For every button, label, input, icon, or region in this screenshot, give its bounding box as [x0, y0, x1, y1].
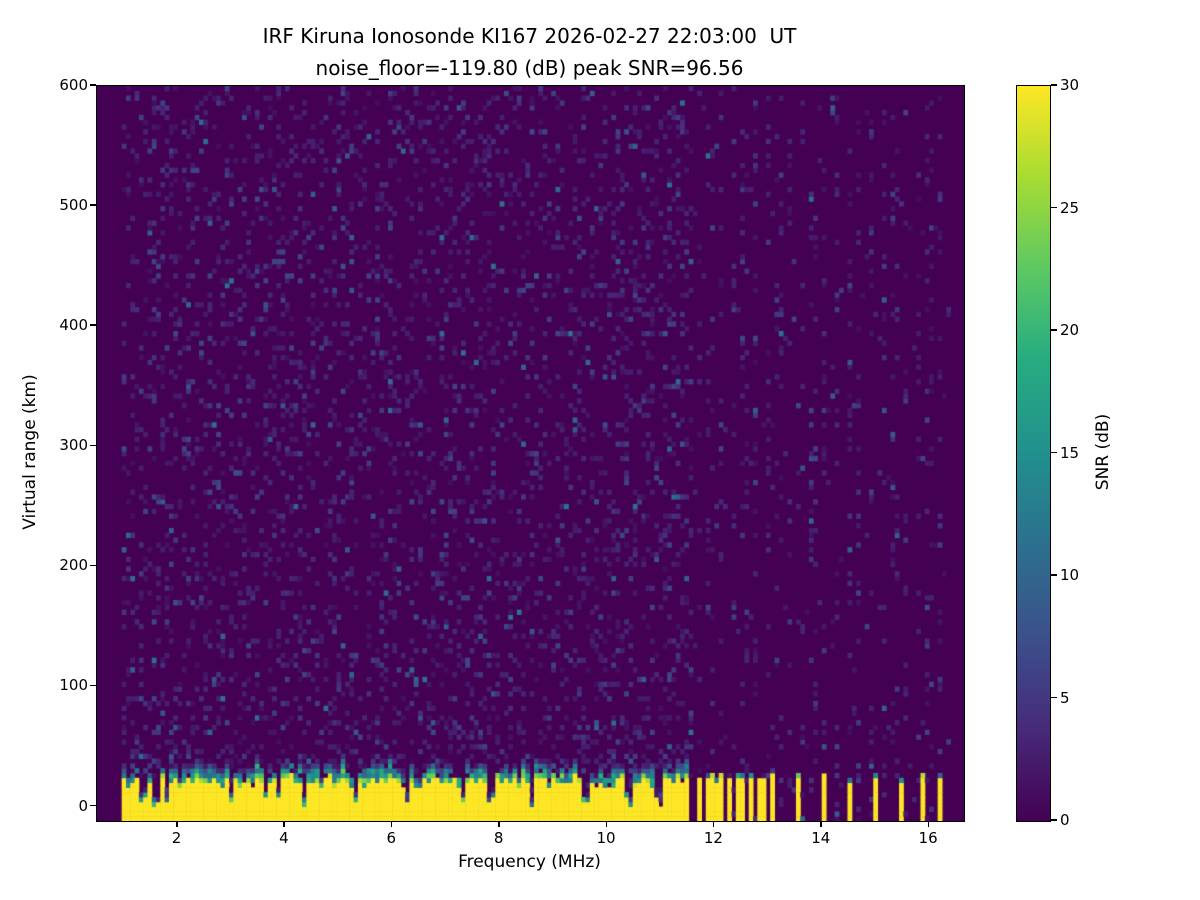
x-tick-mark [927, 821, 930, 827]
colorbar-tick-mark [1051, 451, 1057, 454]
colorbar-tick-mark [1051, 819, 1057, 821]
y-tick-mark [90, 84, 96, 86]
heatmap-plot [96, 85, 965, 822]
colorbar-tick-label: 15 [1060, 443, 1080, 462]
colorbar-tick-label: 10 [1060, 566, 1080, 584]
colorbar-tick-mark [1051, 84, 1057, 86]
colorbar-tick-mark [1051, 696, 1057, 699]
y-tick-label: 200 [59, 556, 88, 575]
chart-title: IRF Kiruna Ionosonde KI167 2026-02-27 22… [96, 20, 963, 84]
y-tick-mark [90, 324, 96, 326]
x-tick-label: 8 [493, 829, 504, 847]
x-tick-label: 14 [811, 829, 831, 847]
colorbar [1016, 85, 1051, 822]
y-tick-label: 400 [59, 316, 88, 335]
y-tick-label: 500 [59, 196, 88, 215]
x-tick-mark [176, 821, 178, 827]
x-tick-label: 6 [386, 829, 397, 847]
x-tick-label: 4 [279, 829, 289, 847]
colorbar-tick-label: 30 [1060, 76, 1080, 94]
y-tick-mark [90, 444, 96, 447]
x-tick-label: 2 [171, 829, 182, 847]
y-axis-label: Virtual range (km) [20, 374, 40, 530]
y-tick-label: 100 [59, 676, 88, 695]
y-tick-mark [90, 804, 96, 807]
y-tick-mark [90, 684, 96, 687]
y-tick-label: 0 [78, 796, 88, 815]
y-tick-mark [90, 564, 96, 567]
x-tick-mark [498, 821, 500, 827]
x-tick-mark [712, 821, 715, 827]
colorbar-tick-label: 0 [1060, 811, 1070, 829]
colorbar-label: SNR (dB) [1093, 413, 1113, 491]
y-tick-label: 300 [59, 436, 88, 455]
x-tick-label: 10 [596, 829, 616, 847]
colorbar-tick-label: 5 [1060, 688, 1070, 707]
x-tick-label: 12 [703, 829, 723, 847]
colorbar-tick-mark [1051, 206, 1057, 209]
y-tick-mark [90, 204, 96, 206]
x-axis-label: Frequency (MHz) [458, 852, 601, 872]
colorbar-tick-mark [1051, 574, 1057, 576]
y-tick-label: 600 [59, 76, 88, 94]
x-tick-label: 16 [918, 829, 938, 847]
chart-title-line1: IRF Kiruna Ionosonde KI167 2026-02-27 22… [262, 24, 797, 48]
colorbar-tick-label: 20 [1060, 321, 1080, 339]
x-tick-mark [605, 821, 607, 827]
x-tick-mark [283, 821, 285, 827]
chart-title-line2: noise_floor=-119.80 (dB) peak SNR=96.56 [315, 56, 744, 80]
x-tick-mark [390, 821, 393, 827]
colorbar-tick-mark [1051, 329, 1057, 331]
colorbar-tick-label: 25 [1060, 198, 1080, 217]
x-tick-mark [820, 821, 822, 827]
